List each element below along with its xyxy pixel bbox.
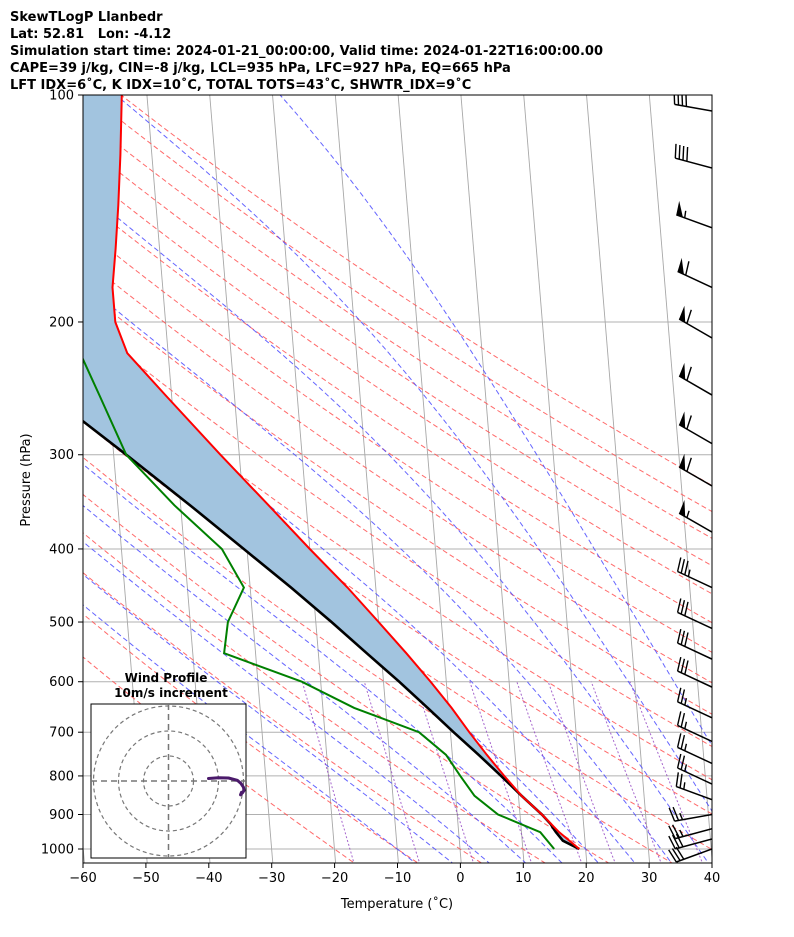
- dry-adiabat: [83, 227, 712, 653]
- x-axis-label: Temperature (˚C): [340, 896, 453, 912]
- x-tick-label: 20: [578, 871, 595, 886]
- mixing-ratio-line: [629, 681, 704, 863]
- wind-barb: [678, 305, 712, 339]
- wind-barb: [676, 711, 712, 743]
- isotherm-line: [711, 95, 712, 99]
- location-line: Lat: 52.81 Lon: -4.12: [10, 27, 172, 42]
- dry-adiabat: [83, 320, 712, 748]
- y-tick-label: 500: [49, 616, 74, 631]
- inset-subtitle: 10m/s increment: [114, 686, 228, 700]
- x-tick-label: 10: [515, 871, 532, 886]
- wind-barb: [678, 411, 712, 445]
- moist-adiabat: [83, 541, 490, 863]
- wind-barb: [678, 500, 712, 533]
- mixing-ratio-line: [547, 681, 616, 863]
- moist-adiabat: [115, 95, 712, 812]
- isotherm-line: [772, 61, 794, 881]
- dry-adiabat: [83, 257, 712, 684]
- dry-adiabat: [83, 143, 712, 567]
- mixing-ratio-line: [414, 681, 475, 863]
- dewpoint-line: [83, 356, 555, 850]
- wind-barb: [668, 824, 712, 840]
- mixing-ratio-line: [516, 681, 583, 863]
- wind-barb: [676, 656, 712, 688]
- wind-barb: [673, 95, 712, 112]
- isotherm-line: [586, 95, 651, 863]
- y-axis-label: Pressure (hPa): [19, 433, 34, 526]
- x-tick-label: −20: [321, 871, 348, 886]
- x-tick-label: −30: [258, 871, 285, 886]
- x-tick-label: −60: [69, 871, 96, 886]
- moist-adiabat: [83, 282, 673, 863]
- indices-line-2: LFT IDX=6˚C, K IDX=10˚C, TOTAL TOTS=43˚C…: [10, 78, 472, 93]
- wind-barb: [676, 687, 712, 719]
- moist-adiabat: [279, 95, 712, 747]
- x-tick-label: 30: [641, 871, 658, 886]
- wind-barb: [678, 362, 712, 396]
- isotherm-line: [397, 95, 462, 863]
- wind-barb: [676, 753, 712, 785]
- x-tick-label: −50: [132, 871, 159, 886]
- y-tick-label: 600: [49, 675, 74, 690]
- isotherm-line: [460, 95, 525, 863]
- y-tick-label: 800: [49, 769, 74, 784]
- wind-barb: [676, 557, 712, 589]
- wind-barb: [668, 806, 712, 822]
- wind-barb: [676, 733, 712, 765]
- wind-barb: [676, 598, 712, 630]
- wind-barb: [674, 143, 712, 169]
- wind-barb: [676, 628, 712, 660]
- isotherm-line: [272, 95, 337, 863]
- dry-adiabat: [83, 456, 674, 863]
- dry-adiabat: [87, 95, 712, 513]
- y-tick-label: 100: [49, 89, 74, 104]
- y-tick-label: 700: [49, 726, 74, 741]
- y-tick-label: 900: [49, 808, 74, 823]
- x-tick-label: −10: [384, 871, 411, 886]
- isotherm-line: [523, 95, 588, 863]
- inset-title: Wind Profile: [125, 671, 208, 685]
- time-line: Simulation start time: 2024-01-21_00:00:…: [10, 44, 603, 59]
- x-tick-label: 40: [704, 871, 721, 886]
- wind-barb: [675, 772, 712, 801]
- mixing-ratio-line: [469, 681, 533, 863]
- hodograph-trace: [207, 776, 246, 797]
- wind-barb: [668, 846, 712, 863]
- moist-adiabat: [83, 414, 599, 863]
- y-tick-label: 200: [49, 315, 74, 330]
- mixing-ratio-line: [363, 681, 421, 863]
- cape-area: [83, 95, 580, 849]
- moist-adiabat: [83, 604, 417, 863]
- y-tick-label: 300: [49, 448, 74, 463]
- chart-title: SkewTLogP Llanbedr: [10, 10, 163, 25]
- mixing-ratio-line: [301, 681, 355, 863]
- mixing-ratio-line: [590, 681, 662, 863]
- hodograph-ring: [117, 730, 220, 832]
- y-tick-label: 1000: [41, 843, 74, 858]
- dry-adiabat: [83, 116, 712, 539]
- x-tick-label: 0: [456, 871, 464, 886]
- moist-adiabat: [83, 188, 709, 863]
- dry-adiabat: [83, 288, 712, 715]
- x-tick-label: −40: [195, 871, 222, 886]
- isotherm-line: [334, 95, 399, 863]
- dry-adiabat: [83, 532, 546, 863]
- temperature-line: [111, 95, 580, 850]
- wind-barb: [678, 453, 712, 487]
- wind-barb: [676, 200, 712, 229]
- y-tick-label: 400: [49, 542, 74, 557]
- isotherm-line: [209, 95, 274, 863]
- indices-line-1: CAPE=39 j/kg, CIN=-8 j/kg, LCL=935 hPa, …: [10, 61, 511, 76]
- moist-adiabat: [83, 504, 527, 863]
- wind-barb: [668, 833, 712, 850]
- dry-adiabat: [83, 572, 483, 863]
- wind-barb: [677, 257, 712, 289]
- moist-adiabat: [83, 463, 563, 863]
- isotherm-line: [648, 95, 712, 863]
